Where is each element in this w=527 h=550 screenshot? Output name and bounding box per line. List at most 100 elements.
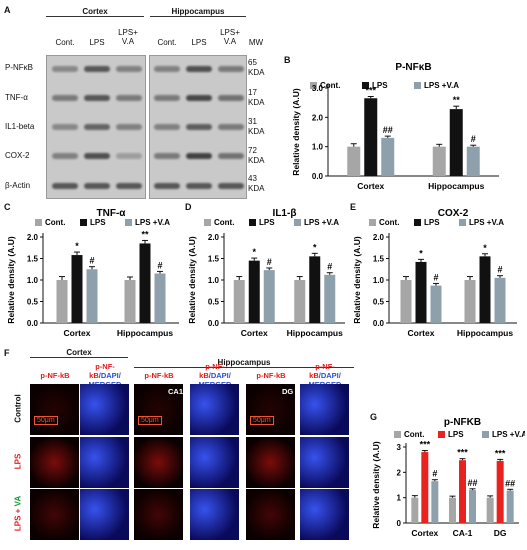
blot-band [186,124,212,130]
y-tick-label: 2.0 [373,233,385,242]
significance-label: ## [505,478,515,488]
blot-band [218,153,244,159]
blot-band [154,183,180,189]
x-tick-label: Cortex [64,328,91,338]
x-tick-label: CA-1 [453,528,473,538]
micro-group-hippocampus: Hippocampus [134,358,354,368]
bar [139,243,151,323]
pnfkb-image-tile [134,437,183,488]
blot-lane-label: LPS+ V.A [118,28,138,46]
legend-swatch [125,219,132,226]
panel-label-f: F [4,348,10,358]
x-tick-label: Cortex [357,181,384,191]
legend-label: LPS +V.A [492,430,525,439]
bar [415,261,427,323]
significance-label: # [432,469,437,479]
blot-lane-label: LPS [89,38,105,47]
pnfkb-image-tile [246,489,295,540]
bar [347,146,361,176]
micro-row-label: LPS + VA [14,492,23,536]
blot-lane-label: Cont. [55,38,75,47]
blot-band [52,95,78,101]
legend-swatch [414,219,421,226]
significance-label: # [433,272,438,282]
significance-label: # [497,265,502,275]
blot-mw-label: 72 KDA [248,146,265,165]
blot-row-label: β-Actin [5,181,31,190]
significance-label: ** [141,229,149,239]
x-tick-label: Hippocampus [117,328,173,338]
significance-label: * [75,241,79,251]
blot-band [154,95,180,101]
legend-label: LPS +V.A [424,81,459,90]
significance-label: * [419,248,423,258]
panel-label-a: A [4,5,11,15]
bar [381,137,395,176]
y-axis-label: Relative density (A.U) [371,441,381,529]
significance-label: # [267,257,272,267]
y-tick-label: 0.5 [373,298,385,307]
blot-mw-label: 17 KDA [248,88,265,107]
significance-label: ## [467,478,477,488]
bar [400,280,412,323]
blot-band [84,66,110,72]
bar [496,460,504,523]
bar [459,460,466,523]
micro-row-label-main: Control [13,394,23,423]
pnfkb-image-tile [134,384,183,435]
micro-column-label-red: p-NF-kB [144,371,174,380]
x-tick-label: Cortex [411,528,438,538]
y-tick-label: 2 [397,468,402,477]
blot-band [154,66,180,72]
micro-row-label: LPS [14,440,23,484]
bar [309,256,321,323]
blot-lane-label: LPS [191,38,207,47]
micro-column-label: p-NF-kB [30,371,80,380]
bar [421,452,429,523]
pnfkb-image-tile [30,489,79,540]
scale-bar: 50μm [250,416,274,425]
micro-row-label: Control [14,387,23,431]
blot-mw-label: 65 KDA [248,58,265,77]
blot-mw-label: 31 KDA [248,117,265,136]
micro-column-label-red: p-NF-kB [309,362,335,380]
legend-label: LPS [90,218,106,227]
merged-image-tile [190,437,239,488]
x-tick-label: Cortex [408,328,435,338]
bar [469,490,476,523]
panel-label-b: B [284,55,291,65]
blot-band [52,124,78,130]
legend-label: LPS +V.A [304,218,339,227]
bar [56,280,68,323]
y-axis-label: Relative density (A.U) [352,236,362,324]
micro-group-cortex: Cortex [30,348,128,358]
significance-label: # [327,262,332,272]
legend-swatch [394,431,401,438]
merged-image-tile [80,384,129,435]
merged-image-tile [300,489,349,540]
blot-band [154,124,180,130]
legend-label: Cont. [379,218,399,227]
blot-mw-header: MW [248,38,264,47]
y-tick-label: 1.5 [208,255,220,264]
bar [449,109,463,176]
x-tick-label: Hippocampus [287,328,343,338]
merged-image-tile [300,437,349,488]
bar [364,98,378,176]
blot-band [116,66,142,72]
blot-band [116,124,142,130]
legend-swatch [459,219,466,226]
y-tick-label: 1.0 [27,276,39,285]
blot-mw-label: 43 KDA [248,174,265,193]
micro-row-label-va: VA [13,495,23,507]
significance-label: *** [495,448,506,458]
bar [324,274,336,323]
y-tick-label: 3 [397,443,402,452]
legend-swatch [414,82,421,89]
merged-image-tile [190,384,239,435]
y-tick-label: 2.0 [312,113,324,122]
panel-label-c: C [4,202,11,212]
significance-label: ## [383,125,393,135]
blot-band [186,153,212,159]
blot-lane-label: Cont. [157,38,177,47]
